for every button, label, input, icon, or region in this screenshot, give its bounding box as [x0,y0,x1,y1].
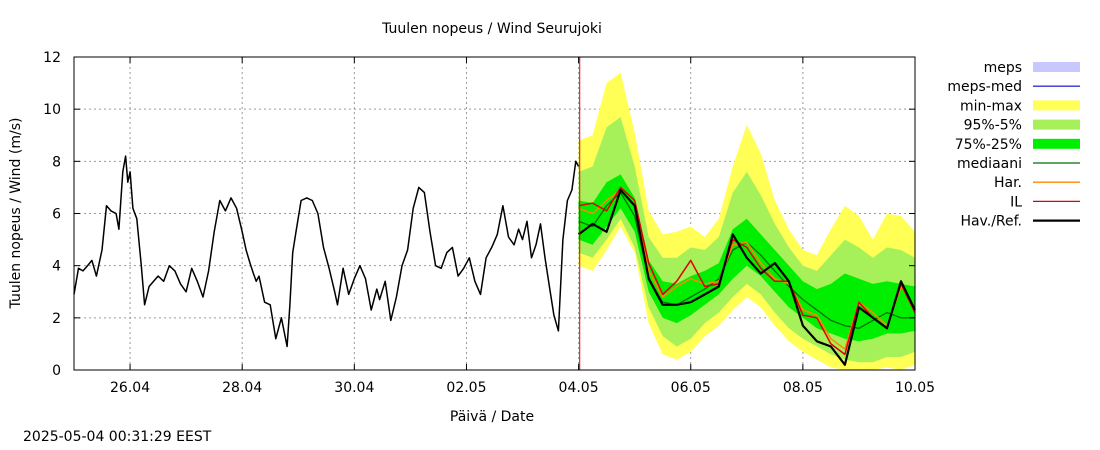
x-axis-label: Päivä / Date [450,409,534,425]
legend-swatch [1033,62,1080,72]
y-tick-label: 10 [43,102,61,118]
axis-ticks: 0 2 4 6 8 10 12 26.04 28.04 30.04 02.05 04.05 06.05 0… [43,50,935,396]
legend-label: meps [984,60,1022,76]
legend-swatch [1033,119,1080,130]
legend-label: mediaani [957,156,1022,172]
y-tick-label: 12 [43,50,61,66]
x-tick-label: 08.05 [783,380,823,396]
legend-label: IL [1010,194,1022,210]
line-il [578,186,916,356]
x-tick-label: 04.05 [559,380,599,396]
legend-swatch [1033,100,1080,111]
legend-label: 95%-5% [964,118,1022,134]
chart-title: Tuulen nopeus / Wind Seurujoki [381,21,602,37]
y-tick-label: 2 [52,311,61,327]
x-tick-label: 10.05 [895,380,935,396]
line-observed [73,155,580,348]
y-axis-label: Tuulen nopeus / Wind (m/s) [8,118,24,310]
x-tick-label: 28.04 [222,380,262,396]
legend-label: Hav./Ref. [960,214,1022,230]
legend-label: meps-med [947,79,1022,95]
timestamp: 2025-05-04 00:31:29 EEST [23,429,212,445]
series-lines [73,57,916,370]
grid [74,57,915,370]
line-hav-ref [577,188,916,366]
x-tick-label: 26.04 [110,380,150,396]
y-tick-label: 6 [52,207,61,223]
y-tick-label: 8 [52,154,61,170]
legend-label: min-max [960,98,1022,114]
y-tick-label: 4 [52,259,61,275]
legend-label: Har. [994,175,1022,191]
legend-label: 75%-25% [955,137,1022,153]
x-tick-label: 06.05 [671,380,711,396]
x-tick-label: 02.05 [446,380,486,396]
legend-swatch [1033,138,1080,149]
x-tick-label: 30.04 [334,380,374,396]
y-tick-label: 0 [52,363,61,379]
legend: meps meps-med min-max 95%-5% 75%-25% mediaani… [947,60,1080,230]
